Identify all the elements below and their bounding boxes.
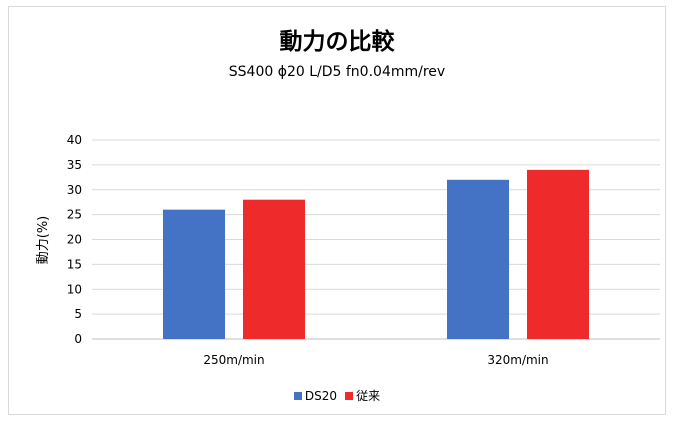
- bar-DS20-320m/min: [447, 179, 509, 339]
- bar-従来-320m/min: [527, 169, 589, 339]
- y-tick-label: 15: [67, 257, 82, 271]
- x-tick-label: 250m/min: [203, 353, 264, 367]
- y-tick-label: 20: [67, 233, 82, 247]
- legend-label: 従来: [356, 389, 381, 403]
- chart-title: 動力の比較: [279, 29, 395, 55]
- legend-swatch: [293, 391, 302, 400]
- y-tick-label: 25: [67, 208, 82, 222]
- y-axis-label: 動力(%): [36, 216, 51, 265]
- legend: DS20 従来: [0, 387, 674, 404]
- legend-label: DS20: [304, 388, 338, 403]
- y-tick-label: 30: [67, 183, 82, 197]
- chart-subtitle: SS400 ϕ20 L/D5 fn0.04mm/rev: [228, 64, 446, 80]
- x-tick-label: 320m/min: [487, 353, 548, 367]
- bar-DS20-250m/min: [163, 209, 225, 339]
- bar-従来-250m/min: [243, 199, 305, 339]
- y-tick-label: 40: [67, 133, 82, 147]
- legend-item: 従来: [345, 387, 380, 404]
- y-tick-label: 35: [67, 158, 82, 172]
- y-tick-label: 5: [74, 307, 82, 321]
- legend-swatch: [345, 391, 354, 400]
- legend-item: DS20: [293, 388, 338, 403]
- y-tick-label: 10: [67, 282, 82, 296]
- y-tick-label: 0: [74, 332, 82, 346]
